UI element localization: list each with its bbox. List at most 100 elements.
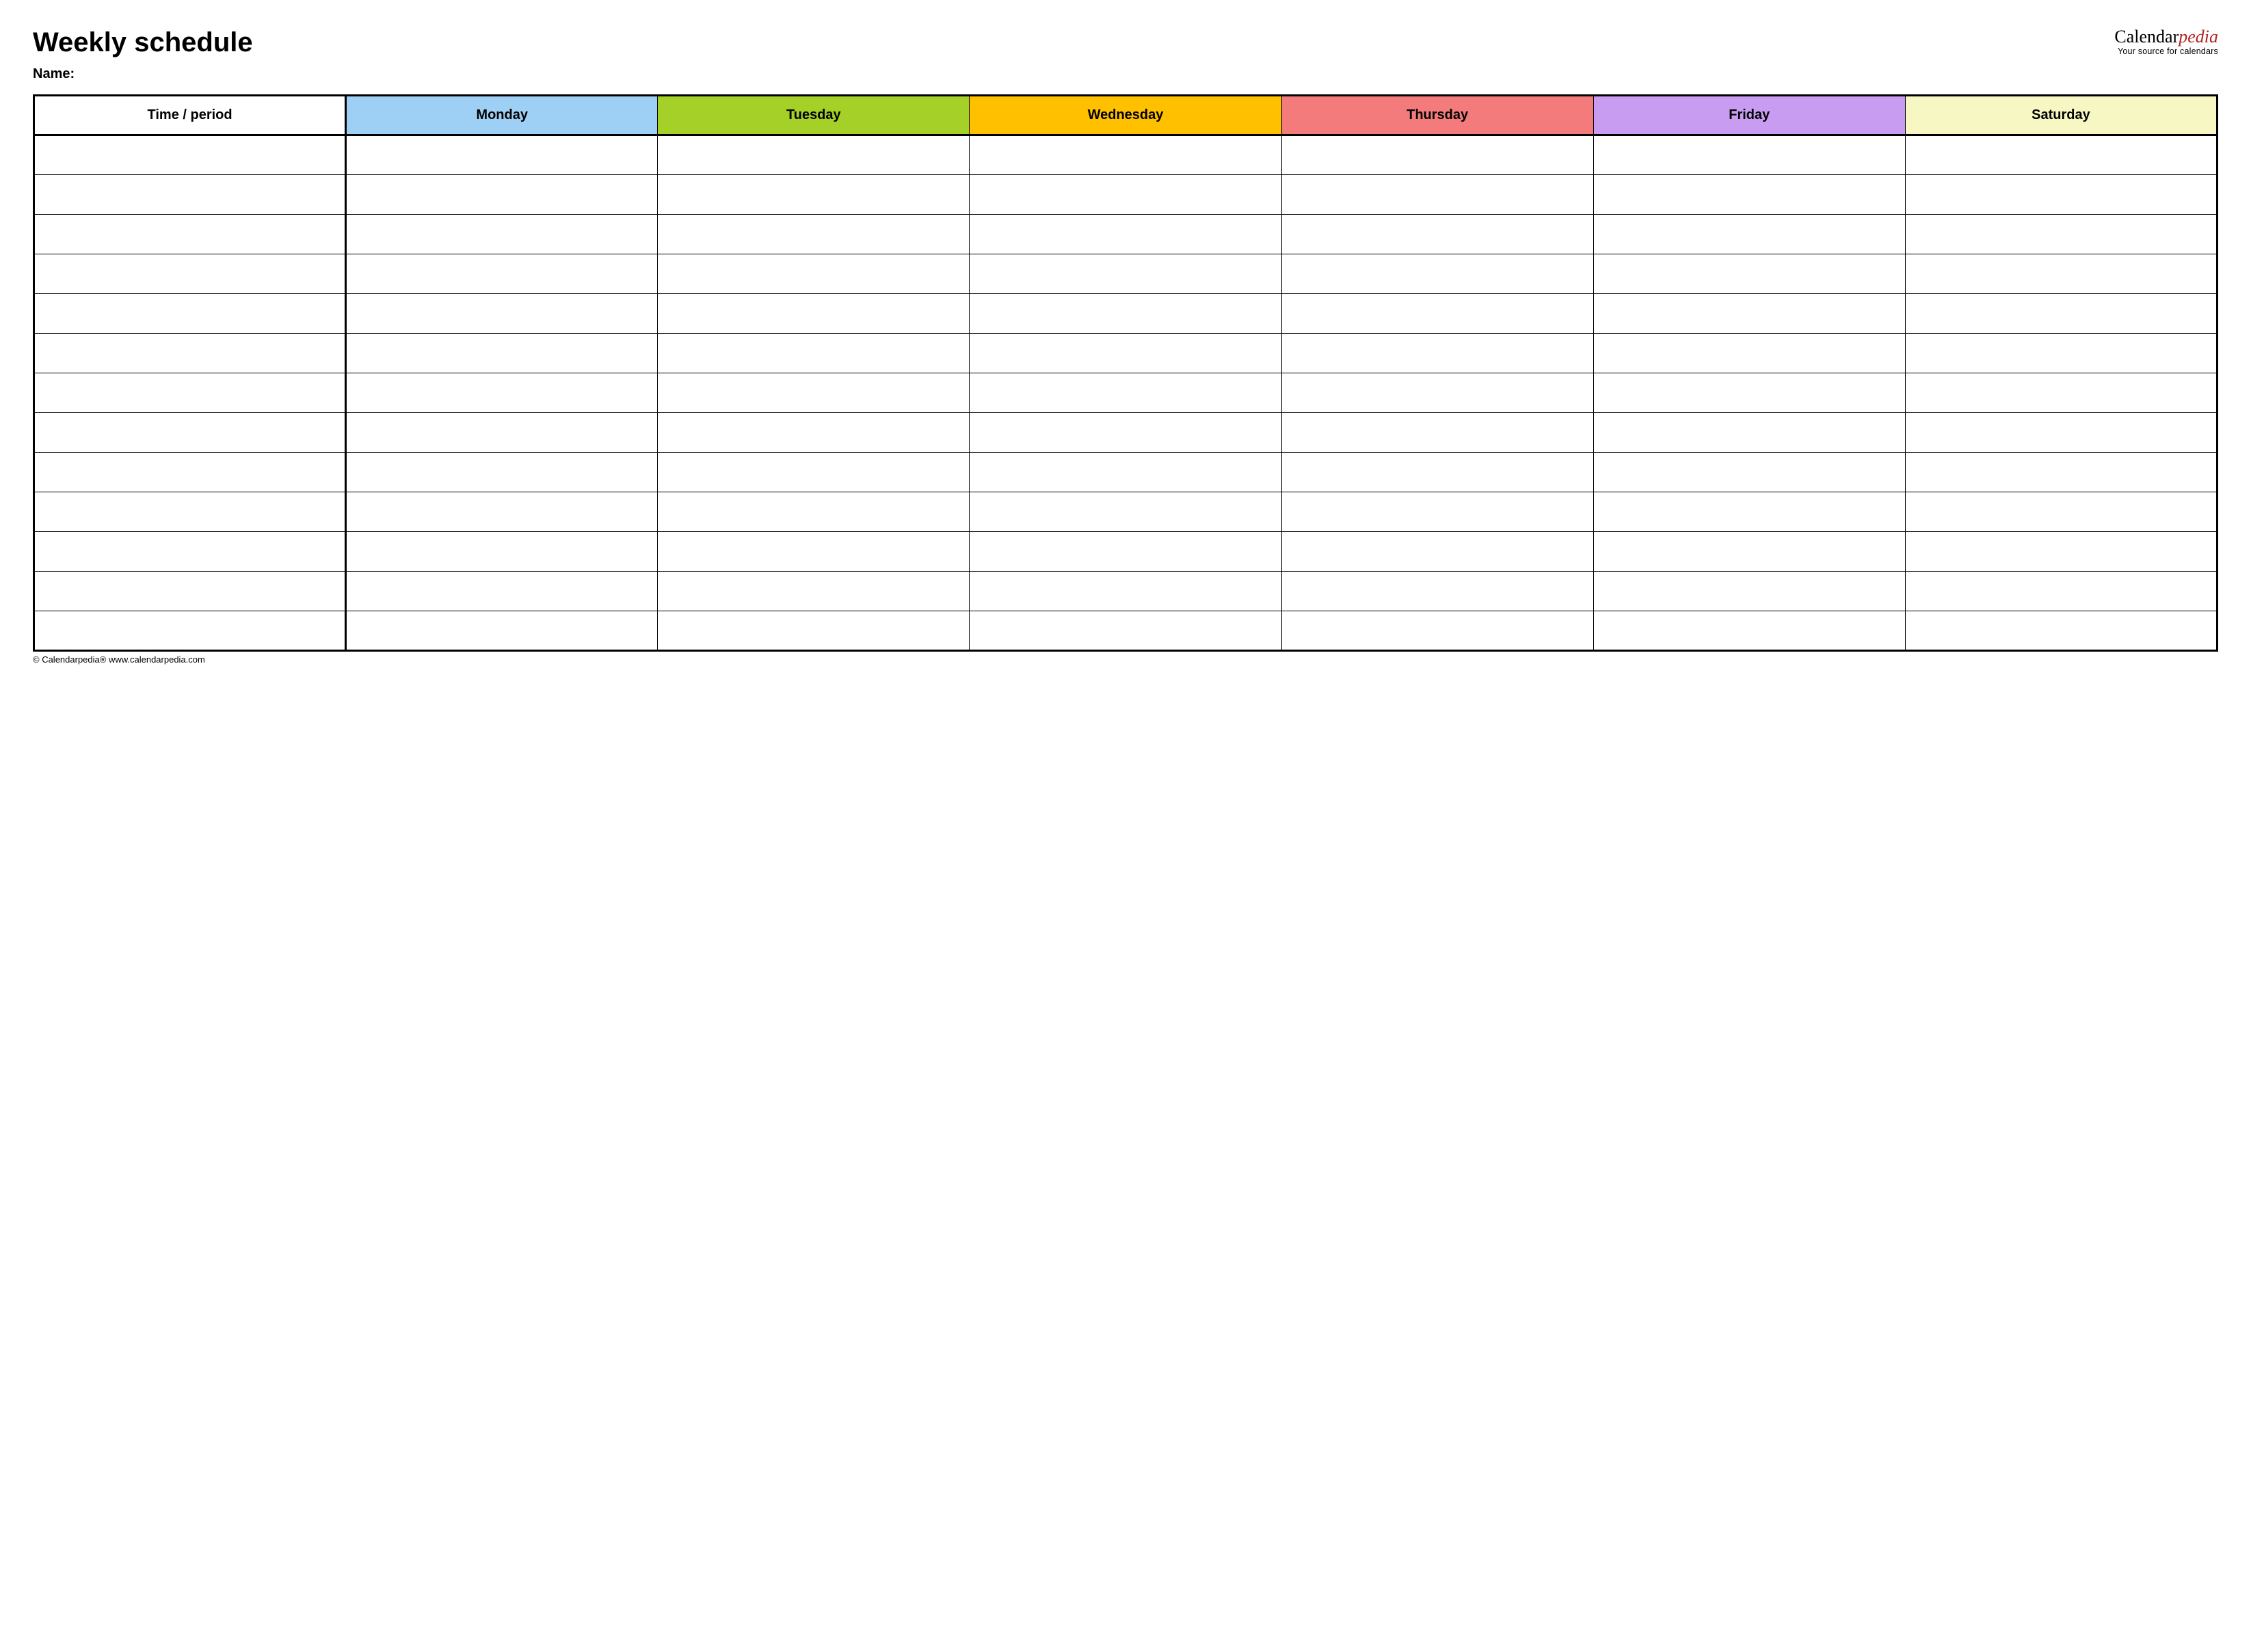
table-row <box>34 175 2217 215</box>
table-row <box>34 334 2217 373</box>
schedule-cell <box>1281 254 1593 294</box>
schedule-cell <box>346 175 658 215</box>
table-row <box>34 373 2217 413</box>
schedule-cell <box>658 413 970 453</box>
name-label: Name: <box>33 66 253 82</box>
schedule-cell <box>970 334 1281 373</box>
schedule-cell <box>1281 611 1593 651</box>
schedule-cell <box>1905 453 2217 492</box>
schedule-cell <box>1905 215 2217 254</box>
schedule-cell <box>970 611 1281 651</box>
table-row <box>34 532 2217 572</box>
schedule-cell <box>970 215 1281 254</box>
table-row <box>34 611 2217 651</box>
brand-logo: Calendarpedia Your source for calendars <box>2114 27 2218 56</box>
table-row <box>34 453 2217 492</box>
schedule-cell <box>658 572 970 611</box>
schedule-cell <box>658 254 970 294</box>
schedule-cell <box>1905 334 2217 373</box>
time-cell <box>34 254 346 294</box>
schedule-cell <box>1593 572 1905 611</box>
schedule-table: Time / periodMondayTuesdayWednesdayThurs… <box>33 94 2218 652</box>
time-cell <box>34 215 346 254</box>
schedule-cell <box>346 254 658 294</box>
footer-text: © Calendarpedia® www.calendarpedia.com <box>33 654 2218 665</box>
schedule-cell <box>970 413 1281 453</box>
table-row <box>34 413 2217 453</box>
schedule-cell <box>346 294 658 334</box>
page-title: Weekly schedule <box>33 27 253 58</box>
time-cell <box>34 413 346 453</box>
schedule-cell <box>346 215 658 254</box>
col-header-time: Time / period <box>34 96 346 135</box>
logo-text-part2: pedia <box>2179 27 2218 46</box>
schedule-cell <box>970 373 1281 413</box>
schedule-cell <box>1593 254 1905 294</box>
schedule-cell <box>346 611 658 651</box>
schedule-cell <box>346 532 658 572</box>
schedule-cell <box>1593 453 1905 492</box>
schedule-cell <box>1593 373 1905 413</box>
schedule-cell <box>1593 215 1905 254</box>
table-row <box>34 294 2217 334</box>
schedule-cell <box>1593 611 1905 651</box>
time-cell <box>34 572 346 611</box>
table-row <box>34 135 2217 175</box>
schedule-cell <box>346 572 658 611</box>
schedule-cell <box>658 453 970 492</box>
logo-tagline: Your source for calendars <box>2114 47 2218 57</box>
table-row <box>34 215 2217 254</box>
schedule-cell <box>1281 572 1593 611</box>
time-cell <box>34 135 346 175</box>
schedule-cell <box>1905 413 2217 453</box>
schedule-cell <box>346 135 658 175</box>
schedule-cell <box>1593 135 1905 175</box>
schedule-cell <box>658 135 970 175</box>
schedule-cell <box>346 373 658 413</box>
schedule-cell <box>1593 492 1905 532</box>
col-header-saturday: Saturday <box>1905 96 2217 135</box>
schedule-cell <box>1281 492 1593 532</box>
schedule-cell <box>1593 294 1905 334</box>
schedule-cell <box>970 492 1281 532</box>
schedule-cell <box>1281 373 1593 413</box>
col-header-thursday: Thursday <box>1281 96 1593 135</box>
schedule-cell <box>346 413 658 453</box>
schedule-cell <box>1593 532 1905 572</box>
time-cell <box>34 492 346 532</box>
schedule-cell <box>346 334 658 373</box>
schedule-cell <box>1905 373 2217 413</box>
schedule-cell <box>658 373 970 413</box>
col-header-monday: Monday <box>346 96 658 135</box>
table-row <box>34 254 2217 294</box>
schedule-cell <box>1281 215 1593 254</box>
schedule-cell <box>1281 175 1593 215</box>
schedule-cell <box>658 215 970 254</box>
col-header-wednesday: Wednesday <box>970 96 1281 135</box>
schedule-cell <box>1281 453 1593 492</box>
time-cell <box>34 334 346 373</box>
schedule-cell <box>970 254 1281 294</box>
schedule-cell <box>1905 492 2217 532</box>
schedule-cell <box>1281 413 1593 453</box>
schedule-cell <box>658 611 970 651</box>
time-cell <box>34 611 346 651</box>
schedule-cell <box>1281 334 1593 373</box>
time-cell <box>34 373 346 413</box>
time-cell <box>34 453 346 492</box>
schedule-cell <box>658 532 970 572</box>
schedule-cell <box>1905 135 2217 175</box>
schedule-cell <box>658 175 970 215</box>
schedule-cell <box>1905 532 2217 572</box>
schedule-cell <box>1593 175 1905 215</box>
schedule-cell <box>970 572 1281 611</box>
time-cell <box>34 532 346 572</box>
schedule-cell <box>658 334 970 373</box>
schedule-cell <box>1281 135 1593 175</box>
schedule-cell <box>658 492 970 532</box>
schedule-cell <box>1593 413 1905 453</box>
col-header-friday: Friday <box>1593 96 1905 135</box>
schedule-cell <box>1905 611 2217 651</box>
schedule-cell <box>970 294 1281 334</box>
logo-text-part1: Calendar <box>2114 27 2179 46</box>
